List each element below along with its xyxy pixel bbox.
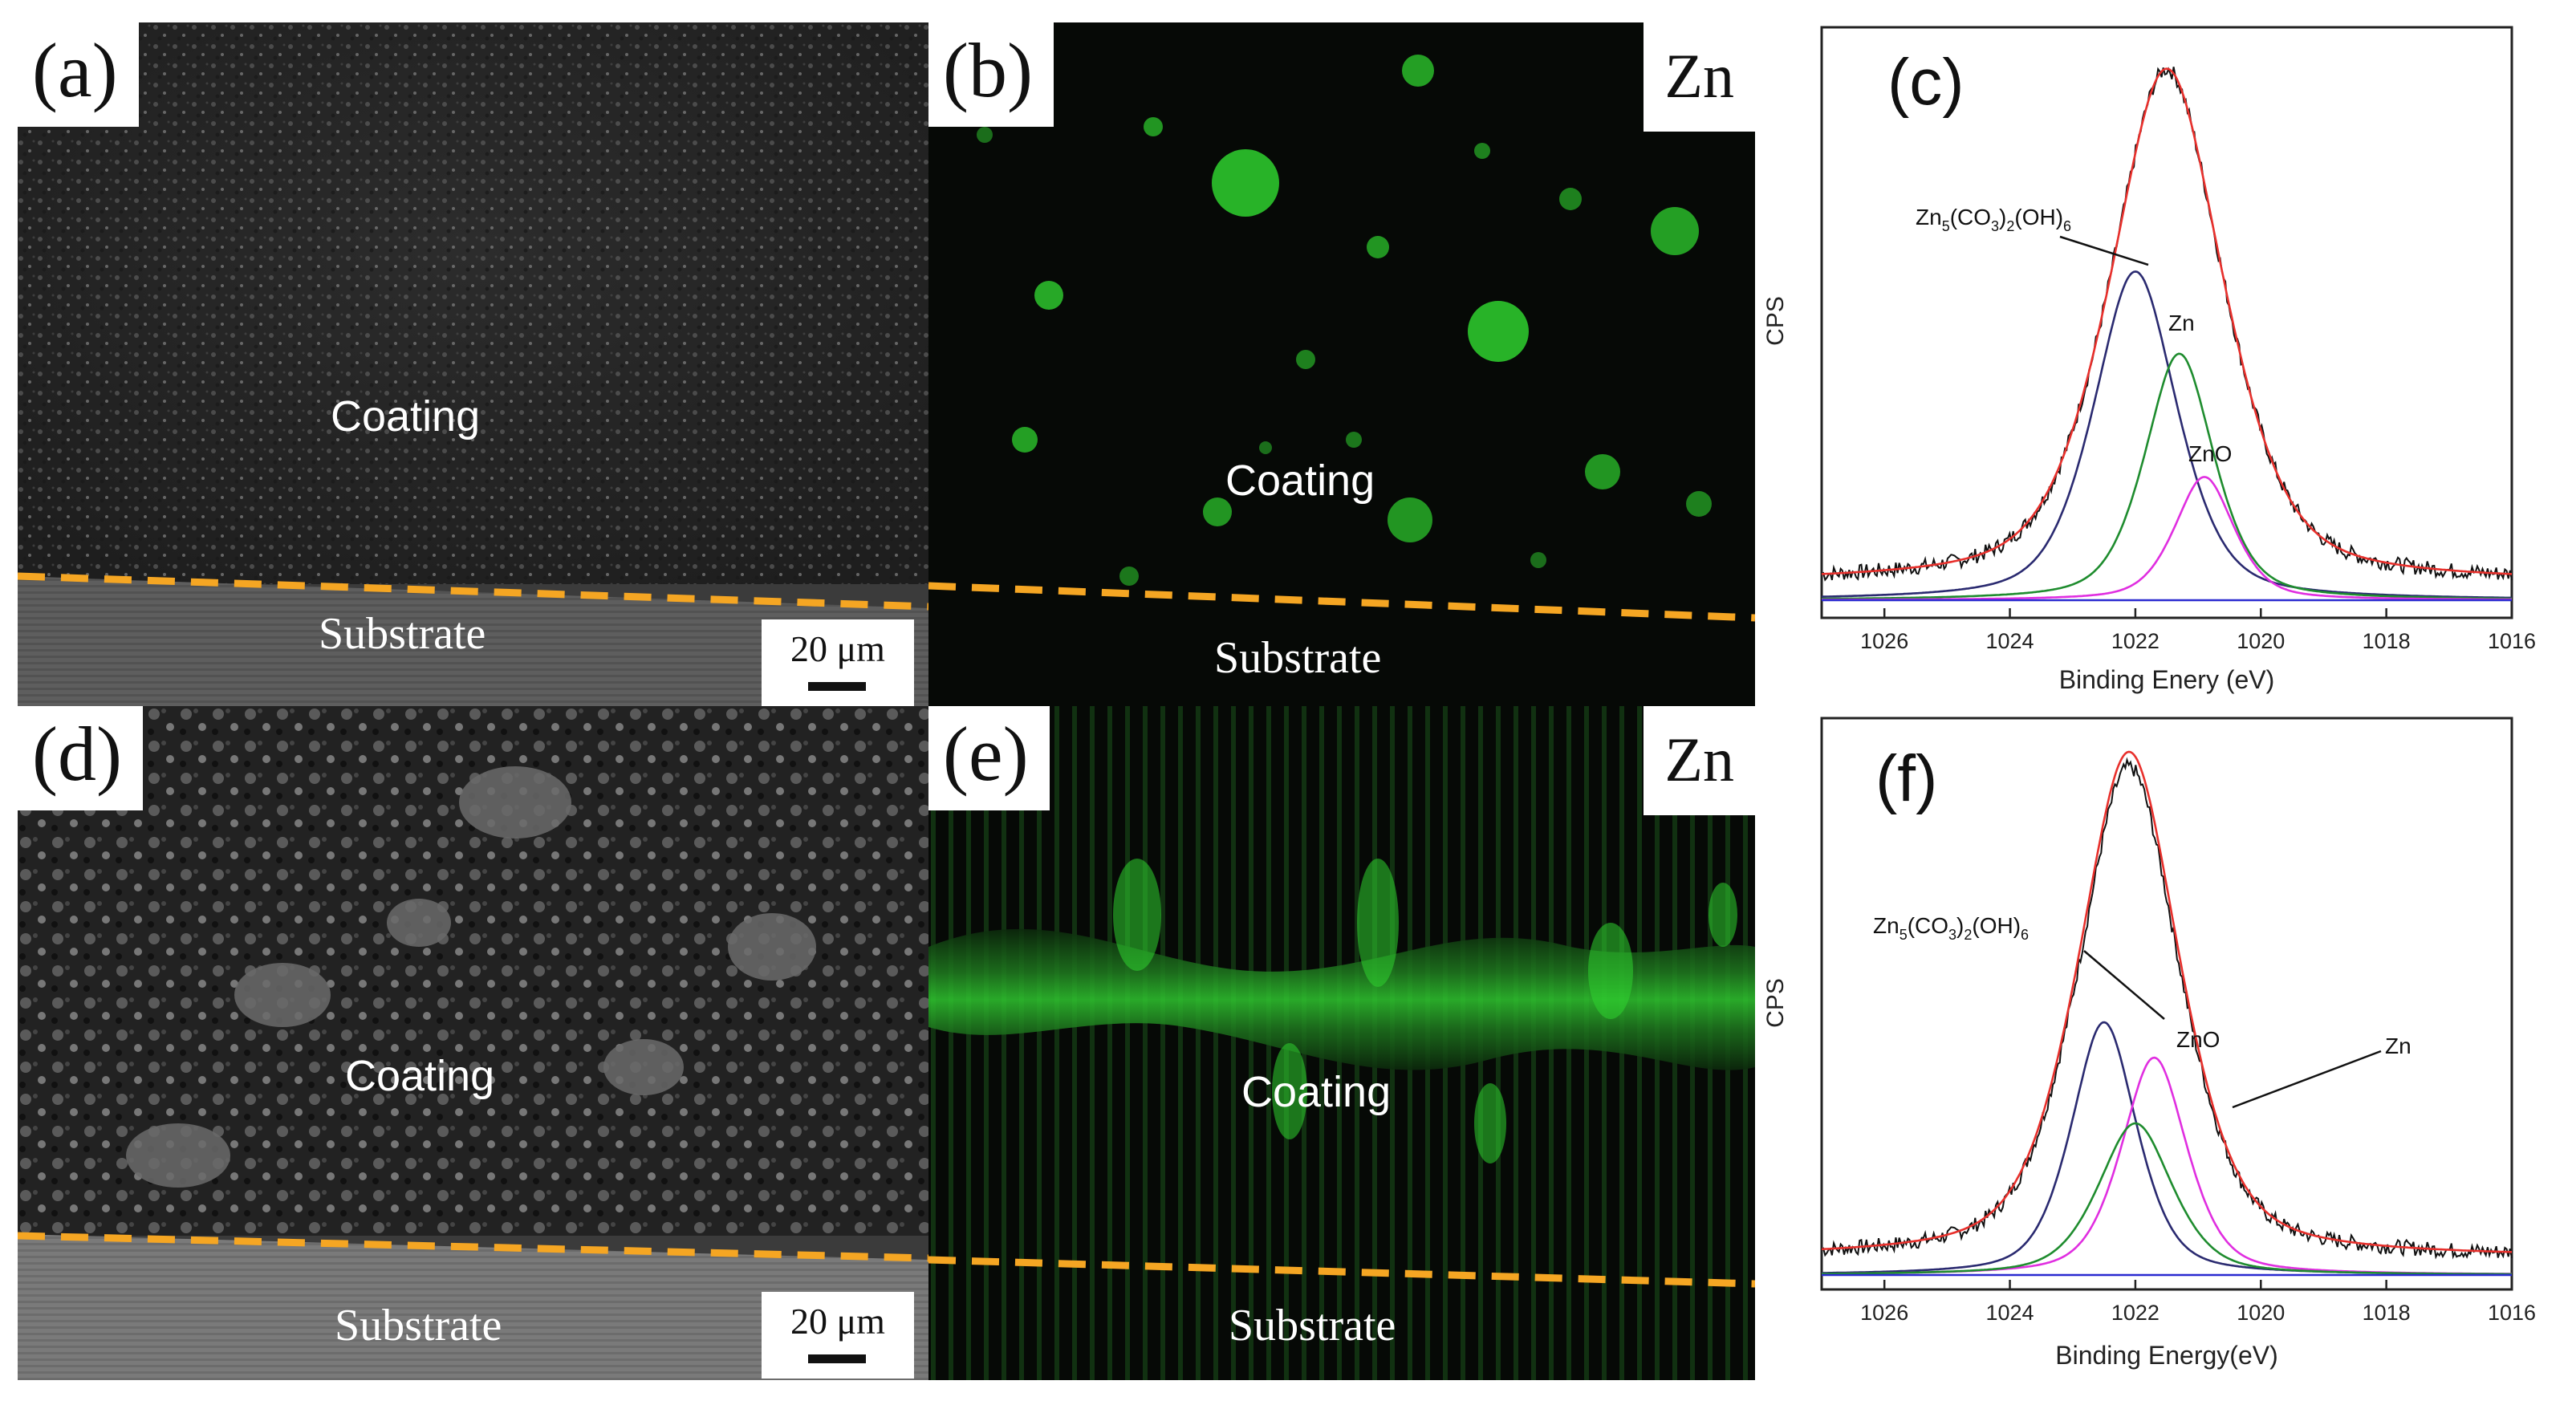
x-axis-label-f: Binding Energy(eV) [2055, 1341, 2277, 1370]
series-line-envelope-envelope [1821, 67, 2513, 575]
panel-label-e: (e) [928, 706, 1050, 810]
substrate-label-e: Substrate [1229, 1301, 1396, 1350]
x-tick-label: 1018 [2363, 629, 2411, 653]
annotation-arrow-f-zn [2232, 1050, 2382, 1109]
annotation-carbonate-c: Zn5(CO3)2(OH)6 [1916, 205, 2071, 234]
scale-bar-line-d [808, 1354, 866, 1363]
panel-label-c: (c) [1887, 46, 1965, 119]
scale-bar-line-a [808, 682, 866, 691]
scale-bar-a: 20 μm [762, 619, 914, 706]
coating-label-e: Coating [1241, 1068, 1392, 1116]
coating-label-d: Coating [345, 1052, 495, 1100]
x-tick-label: 1020 [2237, 629, 2285, 653]
annotation-arrow-c [2059, 235, 2149, 266]
eds-band-e [928, 706, 1755, 1380]
annotation-zno-f: ZnO [2176, 1027, 2220, 1052]
panel-d-sem-image: (d) Coating Substrate 20 μm [18, 706, 928, 1380]
x-tick-label: 1018 [2363, 1301, 2411, 1325]
annotation-zn-f: Zn [2385, 1033, 2411, 1058]
eds-dots-b [928, 55, 1755, 622]
plot-frame-c [1820, 26, 2513, 619]
panel-label-f: (f) [1875, 742, 1937, 815]
series-line-raw-raw [1821, 757, 2513, 1260]
scale-bar-text-a: 20 μm [790, 628, 885, 669]
annotation-zno-c: ZnO [2188, 441, 2232, 466]
substrate-label-b: Substrate [1214, 633, 1382, 683]
series-line-peak-zn [1821, 352, 2512, 600]
xps-chart-f: CPS Binding Energy(eV) (f) 1026 1024 1022 1… [1762, 717, 2536, 1370]
series-line-peak-zn [1822, 1122, 2512, 1276]
y-axis-label-c: CPS [1762, 296, 1789, 346]
series-line-peak-zn5co32oh6 [1821, 270, 2513, 599]
sem-texture-d [18, 706, 928, 1380]
interface-line-e [928, 1256, 1755, 1288]
panel-label-d: (d) [18, 706, 143, 810]
x-tick-label: 1022 [2111, 629, 2160, 653]
interface-line-a [18, 572, 928, 611]
annotation-carbonate-f: Zn5(CO3)2(OH)6 [1873, 913, 2029, 943]
coating-label-b: Coating [1225, 457, 1375, 505]
plot-frame-f [1820, 717, 2513, 1291]
annotation-arrow-f-carbonate [2083, 950, 2165, 1020]
x-tick-label: 1026 [1860, 629, 1908, 653]
x-tick-label: 1024 [1986, 629, 2034, 653]
x-tick-label: 1016 [2488, 629, 2536, 653]
x-axis-label-c: Binding Enery (eV) [2059, 665, 2275, 694]
y-axis-label-f: CPS [1762, 978, 1789, 1028]
panel-b-eds-map: (b) Zn Coating Substrate [928, 22, 1755, 706]
interface-line-b [928, 582, 1755, 622]
xps-chart-c: CPS Binding Enery (eV) (c) 1026 1024 1022 1… [1762, 26, 2536, 694]
scale-bar-text-d: 20 μm [790, 1301, 885, 1342]
series-line-envelope-envelope [1821, 750, 2512, 1253]
x-tick-label: 1020 [2237, 1301, 2285, 1325]
scale-bar-d: 20 μm [762, 1292, 914, 1379]
element-label-e: Zn [1644, 706, 1755, 815]
x-tick-label: 1026 [1860, 1301, 1908, 1325]
annotation-zn-c: Zn [2168, 311, 2195, 335]
panel-e-eds-map: (e) Zn Coating Substrate [928, 706, 1755, 1380]
panel-label-a: (a) [18, 22, 139, 127]
x-tick-label: 1022 [2111, 1301, 2160, 1325]
panel-label-b: (b) [928, 22, 1054, 127]
panel-a-sem-image: (a) Coating Substrate 20 μm [18, 22, 928, 706]
element-label-b: Zn [1644, 22, 1755, 132]
substrate-label-a: Substrate [319, 609, 486, 659]
sem-texture-a [18, 22, 928, 706]
coating-label-a: Coating [331, 392, 481, 441]
x-tick-label: 1016 [2488, 1301, 2536, 1325]
substrate-label-d: Substrate [335, 1301, 502, 1350]
interface-line-d [18, 1232, 928, 1262]
x-tick-label: 1024 [1986, 1301, 2034, 1325]
